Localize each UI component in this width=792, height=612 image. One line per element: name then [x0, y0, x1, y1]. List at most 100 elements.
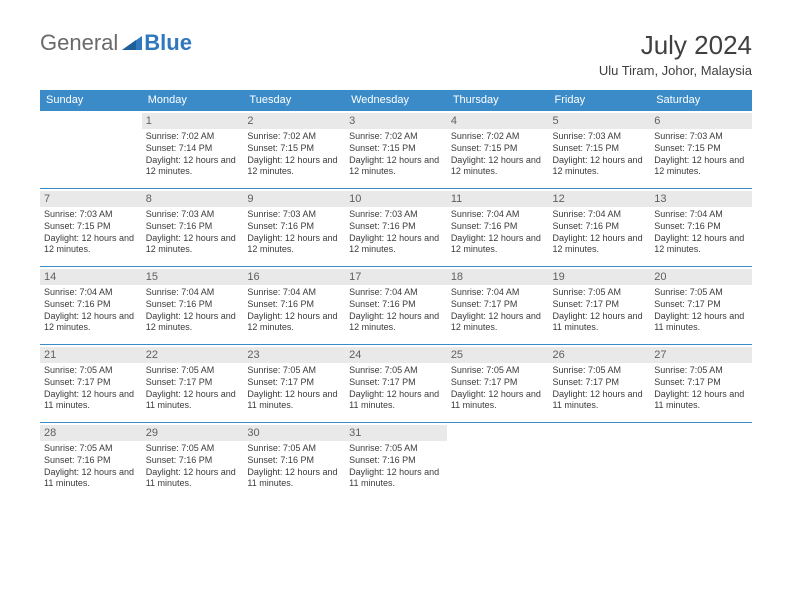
- sunrise-line: Sunrise: 7:02 AM: [247, 131, 341, 143]
- daylight-line: Daylight: 12 hours and 12 minutes.: [553, 155, 647, 178]
- sunset-line: Sunset: 7:17 PM: [451, 377, 545, 389]
- brand-logo: General Blue: [40, 30, 192, 56]
- day-header: Tuesday: [243, 90, 345, 111]
- sunrise-line: Sunrise: 7:02 AM: [146, 131, 240, 143]
- sunset-line: Sunset: 7:15 PM: [44, 221, 138, 233]
- day-number: 11: [447, 191, 549, 207]
- daylight-line: Daylight: 12 hours and 12 minutes.: [146, 233, 240, 256]
- day-number: 28: [40, 425, 142, 441]
- sunset-line: Sunset: 7:15 PM: [349, 143, 443, 155]
- daylight-line: Daylight: 12 hours and 12 minutes.: [451, 233, 545, 256]
- sunset-line: Sunset: 7:16 PM: [146, 221, 240, 233]
- day-header: Friday: [549, 90, 651, 111]
- calendar-day-cell: [650, 423, 752, 501]
- sunset-line: Sunset: 7:16 PM: [349, 455, 443, 467]
- day-number: 26: [549, 347, 651, 363]
- day-number: 9: [243, 191, 345, 207]
- page-header: General Blue July 2024 Ulu Tiram, Johor,…: [40, 30, 752, 78]
- calendar-day-cell: 28Sunrise: 7:05 AMSunset: 7:16 PMDayligh…: [40, 423, 142, 501]
- sunrise-line: Sunrise: 7:05 AM: [654, 287, 748, 299]
- daylight-line: Daylight: 12 hours and 11 minutes.: [451, 389, 545, 412]
- daylight-line: Daylight: 12 hours and 12 minutes.: [553, 233, 647, 256]
- daylight-line: Daylight: 12 hours and 12 minutes.: [349, 233, 443, 256]
- location-text: Ulu Tiram, Johor, Malaysia: [599, 63, 752, 78]
- calendar-day-cell: 13Sunrise: 7:04 AMSunset: 7:16 PMDayligh…: [650, 189, 752, 267]
- page-title: July 2024: [599, 30, 752, 61]
- calendar-day-cell: 16Sunrise: 7:04 AMSunset: 7:16 PMDayligh…: [243, 267, 345, 345]
- sunrise-line: Sunrise: 7:04 AM: [451, 287, 545, 299]
- sunset-line: Sunset: 7:17 PM: [44, 377, 138, 389]
- sunrise-line: Sunrise: 7:04 AM: [654, 209, 748, 221]
- sunset-line: Sunset: 7:17 PM: [247, 377, 341, 389]
- daylight-line: Daylight: 12 hours and 11 minutes.: [654, 389, 748, 412]
- daylight-line: Daylight: 12 hours and 12 minutes.: [451, 311, 545, 334]
- sunset-line: Sunset: 7:16 PM: [146, 299, 240, 311]
- sunset-line: Sunset: 7:16 PM: [654, 221, 748, 233]
- day-number: 7: [40, 191, 142, 207]
- daylight-line: Daylight: 12 hours and 11 minutes.: [349, 467, 443, 490]
- sunset-line: Sunset: 7:16 PM: [349, 299, 443, 311]
- daylight-line: Daylight: 12 hours and 11 minutes.: [247, 467, 341, 490]
- daylight-line: Daylight: 12 hours and 12 minutes.: [146, 311, 240, 334]
- daylight-line: Daylight: 12 hours and 11 minutes.: [146, 389, 240, 412]
- calendar-day-cell: [549, 423, 651, 501]
- day-number: 17: [345, 269, 447, 285]
- calendar-day-cell: 11Sunrise: 7:04 AMSunset: 7:16 PMDayligh…: [447, 189, 549, 267]
- calendar-day-cell: [447, 423, 549, 501]
- day-header: Thursday: [447, 90, 549, 111]
- calendar-day-cell: 22Sunrise: 7:05 AMSunset: 7:17 PMDayligh…: [142, 345, 244, 423]
- sunrise-line: Sunrise: 7:05 AM: [247, 443, 341, 455]
- day-header: Wednesday: [345, 90, 447, 111]
- sunset-line: Sunset: 7:14 PM: [146, 143, 240, 155]
- sunset-line: Sunset: 7:16 PM: [553, 221, 647, 233]
- daylight-line: Daylight: 12 hours and 12 minutes.: [44, 233, 138, 256]
- logo-text-1: General: [40, 30, 118, 56]
- day-number: 25: [447, 347, 549, 363]
- day-number: 5: [549, 113, 651, 129]
- sunset-line: Sunset: 7:17 PM: [553, 377, 647, 389]
- sunrise-line: Sunrise: 7:05 AM: [146, 443, 240, 455]
- sunrise-line: Sunrise: 7:03 AM: [654, 131, 748, 143]
- calendar-week-row: 1Sunrise: 7:02 AMSunset: 7:14 PMDaylight…: [40, 111, 752, 189]
- day-number: 21: [40, 347, 142, 363]
- daylight-line: Daylight: 12 hours and 12 minutes.: [247, 233, 341, 256]
- sunrise-line: Sunrise: 7:02 AM: [349, 131, 443, 143]
- calendar-day-cell: 17Sunrise: 7:04 AMSunset: 7:16 PMDayligh…: [345, 267, 447, 345]
- sunrise-line: Sunrise: 7:03 AM: [553, 131, 647, 143]
- day-number: 3: [345, 113, 447, 129]
- daylight-line: Daylight: 12 hours and 12 minutes.: [654, 155, 748, 178]
- daylight-line: Daylight: 12 hours and 12 minutes.: [146, 155, 240, 178]
- sunrise-line: Sunrise: 7:04 AM: [451, 209, 545, 221]
- sunrise-line: Sunrise: 7:05 AM: [44, 443, 138, 455]
- sunset-line: Sunset: 7:17 PM: [654, 377, 748, 389]
- calendar-day-cell: 3Sunrise: 7:02 AMSunset: 7:15 PMDaylight…: [345, 111, 447, 189]
- daylight-line: Daylight: 12 hours and 12 minutes.: [247, 155, 341, 178]
- calendar-day-cell: 24Sunrise: 7:05 AMSunset: 7:17 PMDayligh…: [345, 345, 447, 423]
- sunset-line: Sunset: 7:15 PM: [247, 143, 341, 155]
- calendar-day-cell: 20Sunrise: 7:05 AMSunset: 7:17 PMDayligh…: [650, 267, 752, 345]
- sunset-line: Sunset: 7:15 PM: [553, 143, 647, 155]
- daylight-line: Daylight: 12 hours and 11 minutes.: [146, 467, 240, 490]
- calendar-body: 1Sunrise: 7:02 AMSunset: 7:14 PMDaylight…: [40, 111, 752, 501]
- calendar-day-cell: [40, 111, 142, 189]
- calendar-day-cell: 21Sunrise: 7:05 AMSunset: 7:17 PMDayligh…: [40, 345, 142, 423]
- sunset-line: Sunset: 7:16 PM: [349, 221, 443, 233]
- sunrise-line: Sunrise: 7:05 AM: [349, 365, 443, 377]
- sunrise-line: Sunrise: 7:05 AM: [553, 287, 647, 299]
- day-header: Sunday: [40, 90, 142, 111]
- calendar-day-cell: 29Sunrise: 7:05 AMSunset: 7:16 PMDayligh…: [142, 423, 244, 501]
- sunrise-line: Sunrise: 7:04 AM: [553, 209, 647, 221]
- calendar-day-cell: 9Sunrise: 7:03 AMSunset: 7:16 PMDaylight…: [243, 189, 345, 267]
- calendar-day-cell: 4Sunrise: 7:02 AMSunset: 7:15 PMDaylight…: [447, 111, 549, 189]
- day-number: 2: [243, 113, 345, 129]
- sunset-line: Sunset: 7:16 PM: [146, 455, 240, 467]
- calendar-day-cell: 8Sunrise: 7:03 AMSunset: 7:16 PMDaylight…: [142, 189, 244, 267]
- day-number: 16: [243, 269, 345, 285]
- sunset-line: Sunset: 7:16 PM: [247, 455, 341, 467]
- title-block: July 2024 Ulu Tiram, Johor, Malaysia: [599, 30, 752, 78]
- day-number: 27: [650, 347, 752, 363]
- sunset-line: Sunset: 7:15 PM: [654, 143, 748, 155]
- daylight-line: Daylight: 12 hours and 11 minutes.: [44, 467, 138, 490]
- logo-text-2: Blue: [144, 30, 192, 56]
- logo-triangle-icon: [122, 30, 142, 56]
